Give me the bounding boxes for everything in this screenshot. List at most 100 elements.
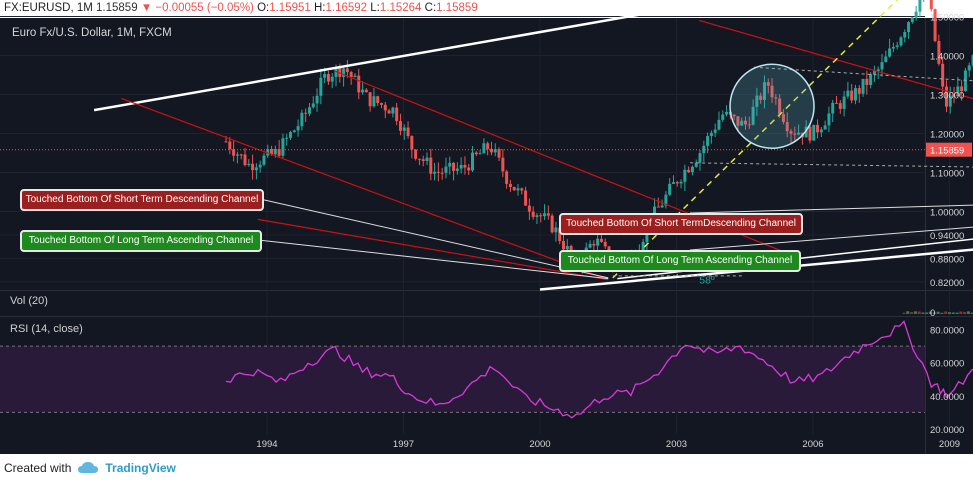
candle-body bbox=[410, 136, 414, 150]
candle-body bbox=[471, 152, 475, 171]
candle-body bbox=[781, 114, 785, 122]
candle-body bbox=[679, 181, 683, 184]
candle-body bbox=[285, 137, 289, 139]
price-tick-label: 0.88000 bbox=[930, 254, 964, 265]
candle-body bbox=[319, 77, 323, 96]
long-term-channel-bottom bbox=[539, 248, 973, 291]
candle-body bbox=[512, 186, 516, 191]
candle-body bbox=[311, 103, 315, 108]
candle-body bbox=[554, 227, 558, 233]
volume-bar bbox=[955, 312, 959, 314]
candle-body bbox=[535, 215, 539, 217]
candle-body bbox=[292, 130, 296, 133]
time-axis-pane bbox=[0, 434, 973, 454]
candle-body bbox=[755, 95, 759, 107]
candle-body bbox=[543, 213, 547, 217]
candle-body bbox=[550, 215, 554, 233]
candle-body bbox=[596, 238, 600, 246]
volume-bar bbox=[932, 312, 936, 314]
volume-bar bbox=[936, 311, 940, 314]
last-price: 1.15859 bbox=[96, 2, 138, 14]
candle-body bbox=[690, 166, 694, 173]
callout-pointer-green-left bbox=[257, 239, 609, 280]
candle-body bbox=[797, 132, 801, 135]
candle-body bbox=[880, 62, 884, 70]
candle-body bbox=[725, 112, 729, 115]
footer: Created with TradingView bbox=[4, 461, 176, 475]
volume-pane bbox=[0, 290, 973, 316]
created-with-label: Created with bbox=[4, 461, 72, 475]
rsi-line bbox=[225, 320, 973, 419]
candle-body bbox=[361, 89, 365, 93]
volume-bar bbox=[913, 311, 917, 314]
candle-body bbox=[364, 89, 368, 93]
volume-bar bbox=[959, 311, 963, 314]
candle-body bbox=[592, 243, 596, 246]
tradingview-brand[interactable]: TradingView bbox=[105, 461, 176, 475]
tradingview-cloud-icon bbox=[78, 462, 99, 473]
volume-bar bbox=[944, 311, 948, 314]
price-badge-label: 1.15859 bbox=[930, 146, 964, 157]
drawing-tools: 58º58º bbox=[0, 0, 973, 291]
candle-body bbox=[307, 107, 311, 114]
candle-body bbox=[762, 82, 766, 100]
time-tick-label: 2000 bbox=[529, 439, 550, 450]
candle-body bbox=[732, 114, 736, 117]
callout-long-term-left: Touched Bottom Of Long Term Ascending Ch… bbox=[20, 230, 262, 252]
price-tick-label: 1.10000 bbox=[930, 169, 964, 180]
candle-body bbox=[910, 17, 914, 23]
candle-body bbox=[425, 157, 429, 162]
candle-body bbox=[501, 157, 505, 172]
candle-body bbox=[300, 112, 304, 127]
candle-body bbox=[433, 171, 437, 174]
price-tick-label: 1.40000 bbox=[930, 52, 964, 63]
candle-body bbox=[296, 126, 300, 131]
rsi-tick-label: 20.0000 bbox=[930, 425, 964, 436]
long-term-channel-top bbox=[93, 0, 731, 112]
candle-body bbox=[376, 96, 380, 104]
candle-body bbox=[944, 86, 948, 107]
candle-body bbox=[967, 65, 971, 71]
candle-body bbox=[345, 68, 349, 73]
candle-body bbox=[505, 171, 509, 184]
candle-body bbox=[546, 213, 550, 216]
candle-body bbox=[440, 172, 444, 174]
candle-body bbox=[497, 149, 501, 158]
candle-body bbox=[239, 154, 243, 156]
time-tick-label: 1997 bbox=[393, 439, 414, 450]
volume-tick-label: 0 bbox=[930, 308, 935, 319]
highlight-circle-2005 bbox=[729, 63, 815, 150]
candle-body bbox=[736, 116, 740, 126]
candle-body bbox=[759, 95, 763, 100]
candle-body bbox=[706, 136, 710, 146]
candle-body bbox=[835, 102, 839, 104]
candle-body bbox=[289, 132, 293, 138]
volume-bar bbox=[902, 312, 906, 314]
rsi-pane-label: RSI (14, close) bbox=[10, 323, 83, 335]
candle-body bbox=[941, 63, 945, 87]
candle-body bbox=[558, 227, 562, 242]
candle-body bbox=[687, 169, 691, 173]
price-change: −0.00055 (−0.05%) bbox=[155, 2, 254, 14]
volume-bar bbox=[917, 311, 921, 314]
candle-body bbox=[914, 11, 918, 18]
callout-short-term-left: Touched Bottom Of Short Term Descending … bbox=[20, 189, 264, 211]
candle-body bbox=[869, 74, 873, 85]
candle-body bbox=[486, 143, 490, 149]
candle-body bbox=[429, 157, 433, 174]
callout-long-term-right: Touched Bottom Of Long Term Ascending Ch… bbox=[559, 250, 801, 272]
candle-body bbox=[766, 82, 770, 86]
ohlc-header: FX:EURUSD, 1M 1.15859 ▼ −0.00055 (−0.05%… bbox=[4, 2, 478, 14]
candle-body bbox=[414, 149, 418, 159]
candle-body bbox=[918, 0, 922, 12]
candle-body bbox=[709, 132, 713, 137]
candle-body bbox=[357, 75, 361, 93]
candle-body bbox=[660, 205, 664, 208]
candle-body bbox=[808, 126, 812, 141]
volume-bar bbox=[940, 312, 944, 314]
candle-body bbox=[956, 86, 960, 97]
descending-channel-link bbox=[257, 218, 609, 281]
candle-body bbox=[789, 131, 793, 134]
yellow-trendline-1 bbox=[612, 0, 899, 279]
volume-bar bbox=[970, 312, 973, 314]
